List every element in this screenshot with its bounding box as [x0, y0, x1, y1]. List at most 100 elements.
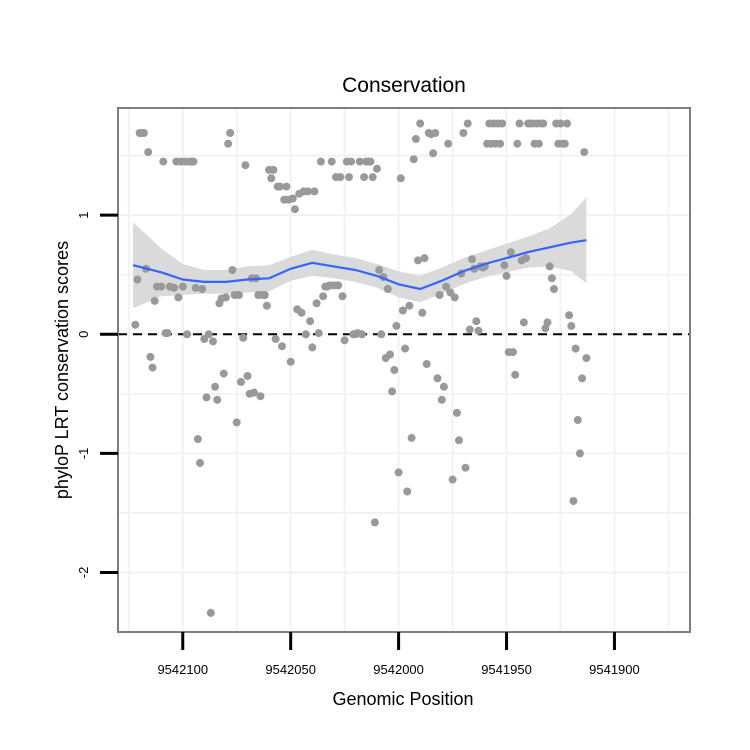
- data-point: [571, 344, 580, 353]
- data-point: [567, 321, 576, 330]
- data-point: [461, 463, 470, 472]
- x-tick-label: 9542000: [373, 662, 424, 677]
- data-point: [239, 333, 248, 342]
- data-point: [509, 348, 517, 357]
- data-point: [219, 369, 228, 378]
- data-point: [539, 119, 548, 128]
- chart-title: Conservation: [342, 74, 466, 97]
- data-point: [444, 139, 453, 148]
- x-tick-label: 9541900: [589, 662, 640, 677]
- data-point: [288, 194, 297, 203]
- data-point: [256, 392, 265, 401]
- data-point: [519, 318, 528, 327]
- data-point: [211, 382, 220, 391]
- data-point: [291, 205, 299, 214]
- plot-frame: [117, 107, 691, 633]
- data-point: [513, 139, 522, 148]
- data-point: [250, 388, 258, 397]
- x-axis-title: Genomic Position: [332, 689, 473, 709]
- data-point: [306, 317, 315, 326]
- data-point: [420, 254, 429, 263]
- data-point: [303, 187, 312, 196]
- data-point: [327, 157, 336, 166]
- data-point: [275, 182, 284, 191]
- data-point: [472, 317, 481, 326]
- data-point: [386, 350, 394, 359]
- data-point: [133, 275, 142, 284]
- data-point: [338, 292, 347, 301]
- data-point: [202, 393, 211, 402]
- data-point: [556, 119, 565, 128]
- data-point: [144, 148, 153, 157]
- data-point: [271, 335, 280, 343]
- data-point: [262, 301, 271, 310]
- data-point: [148, 363, 157, 372]
- y-tick-label: -2: [76, 567, 91, 579]
- data-point: [191, 283, 200, 292]
- data-point: [310, 187, 319, 196]
- data-point: [286, 357, 295, 366]
- data-point: [308, 343, 317, 352]
- y-tick-label: 1: [76, 212, 91, 219]
- data-point: [390, 366, 399, 374]
- data-point: [204, 330, 213, 339]
- data-point: [260, 291, 269, 299]
- data-point: [224, 139, 233, 148]
- data-point: [407, 433, 416, 442]
- data-point: [500, 261, 509, 270]
- data-point: [405, 301, 414, 310]
- data-point: [439, 382, 448, 391]
- data-point: [228, 266, 237, 274]
- data-point: [243, 372, 252, 380]
- data-point: [450, 293, 459, 302]
- data-point: [157, 282, 166, 291]
- data-point: [433, 374, 442, 383]
- data-point: [232, 418, 241, 427]
- data-point: [221, 293, 230, 302]
- data-point: [226, 129, 235, 137]
- plot-background: [118, 108, 690, 632]
- data-point: [418, 308, 427, 317]
- data-point: [278, 342, 286, 351]
- data-point: [431, 129, 440, 137]
- data-point: [396, 174, 405, 183]
- data-point: [139, 129, 148, 137]
- data-point: [463, 119, 472, 128]
- data-point: [582, 354, 591, 363]
- data-point: [336, 173, 345, 182]
- data-point: [267, 174, 276, 183]
- data-point: [522, 254, 530, 263]
- data-point: [394, 468, 403, 477]
- y-tick-label: 0: [76, 331, 91, 338]
- data-point: [515, 119, 524, 128]
- data-point: [563, 119, 571, 128]
- data-point: [569, 497, 578, 505]
- data-point: [196, 458, 204, 467]
- data-point: [498, 119, 507, 128]
- data-point: [213, 395, 222, 404]
- smooth-line: [132, 239, 587, 291]
- data-point: [316, 157, 325, 166]
- data-point: [174, 293, 183, 302]
- data-point: [578, 374, 587, 383]
- data-point: [534, 139, 543, 148]
- data-point: [422, 360, 431, 368]
- data-point: [442, 282, 451, 291]
- data-point: [468, 255, 476, 264]
- data-point: [340, 336, 349, 345]
- data-point: [502, 271, 511, 280]
- data-point: [301, 330, 310, 339]
- data-point: [334, 281, 343, 290]
- data-point: [580, 148, 589, 157]
- data-point: [347, 157, 356, 166]
- data-point: [206, 608, 215, 617]
- y-axis-title: phyloP LRT conservation scores: [52, 241, 72, 499]
- data-point: [429, 149, 438, 158]
- data-point: [377, 330, 386, 339]
- data-point: [368, 173, 377, 182]
- data-point: [409, 155, 418, 164]
- data-point: [575, 449, 584, 458]
- data-point: [573, 416, 582, 424]
- data-point: [282, 182, 291, 191]
